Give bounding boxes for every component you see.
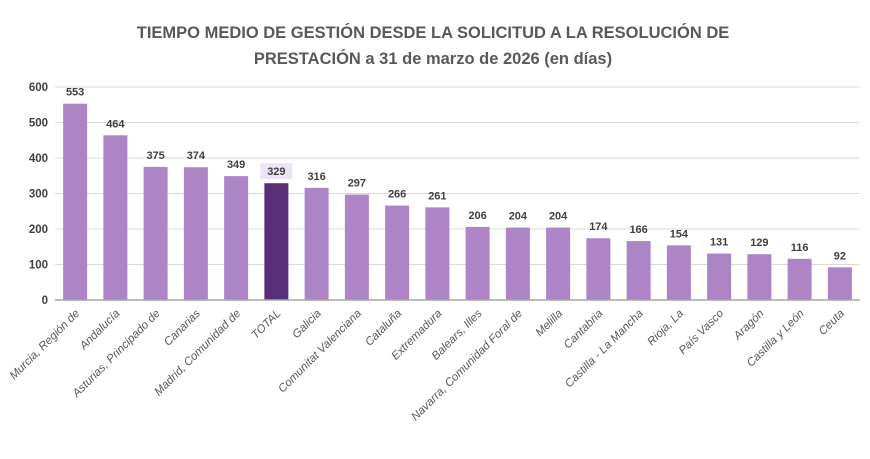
bar: [546, 227, 571, 300]
bar: [666, 245, 691, 300]
bar: [586, 238, 611, 300]
y-tick-label: 500: [29, 118, 48, 130]
bar: [183, 167, 208, 300]
bar: [626, 241, 651, 300]
x-tick-label: Murcia, Región de: [8, 308, 82, 382]
data-label-background: [260, 163, 293, 180]
y-tick-label: 200: [29, 224, 48, 236]
data-label: 297: [348, 178, 366, 190]
bar: [747, 254, 772, 300]
data-label: 92: [834, 250, 846, 262]
y-tick-label: 600: [29, 82, 48, 94]
data-label: 204: [549, 211, 568, 223]
data-label: 374: [187, 150, 206, 162]
bar: [103, 135, 128, 300]
x-tick-label: Madrid, Comunidad de: [152, 308, 243, 399]
chart-title-line-1: TIEMPO MEDIO DE GESTIÓN DESDE LA SOLICIT…: [137, 23, 730, 42]
data-label: 206: [468, 210, 486, 222]
bar: [787, 258, 812, 300]
data-label: 329: [267, 166, 285, 178]
bar: [827, 267, 852, 300]
x-tick-label: Rioja, La: [645, 308, 686, 349]
x-tick-label: TOTAL: [250, 308, 284, 342]
x-tick-label: Galicia: [290, 308, 323, 341]
y-tick-label: 300: [29, 189, 48, 201]
data-label: 375: [146, 150, 164, 162]
x-tick-label: Cataluña: [363, 308, 404, 349]
data-label: 204: [509, 211, 528, 223]
x-tick-label: Melilla: [534, 308, 566, 340]
data-label: 116: [791, 242, 809, 254]
bar: [264, 183, 289, 300]
bar: [385, 205, 410, 300]
x-tick-label: Comunitat Valenciana: [276, 308, 364, 396]
bar: [505, 227, 530, 300]
bar: [344, 194, 369, 300]
bar: [143, 166, 168, 300]
chart-title-line-2: PRESTACIÓN a 31 de marzo de 2026 (en día…: [254, 49, 612, 68]
data-label: 166: [629, 224, 647, 236]
x-tick-label: Canarias: [162, 307, 203, 348]
data-label: 553: [66, 87, 84, 99]
data-label: 174: [589, 221, 608, 233]
bar: [707, 253, 732, 300]
data-label: 349: [227, 159, 245, 171]
bar: [63, 103, 88, 300]
data-label: 261: [428, 190, 446, 202]
y-tick-label: 100: [29, 260, 48, 272]
y-tick-label: 0: [42, 295, 48, 307]
data-label: 266: [388, 189, 406, 201]
y-tick-label: 400: [29, 153, 48, 165]
x-tick-label: Ceuta: [817, 308, 847, 338]
x-tick-label: Aragón: [731, 308, 766, 343]
data-label: 131: [710, 236, 728, 248]
bar: [465, 226, 490, 300]
bar: [425, 207, 450, 300]
data-label: 154: [670, 228, 689, 240]
data-label: 316: [307, 171, 325, 183]
x-tick-label: Castilla - La Mancha: [563, 308, 646, 391]
bar: [224, 176, 249, 300]
data-label: 464: [106, 118, 125, 130]
bar: [304, 187, 329, 300]
data-label: 129: [750, 237, 768, 249]
